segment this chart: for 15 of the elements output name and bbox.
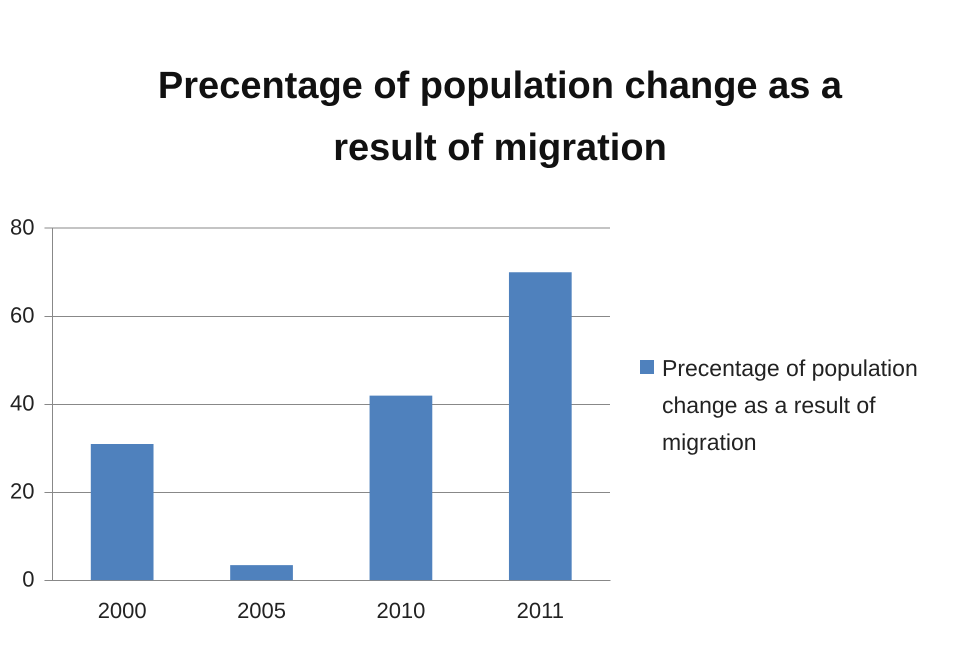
x-tick-label: 2005 [237,598,286,623]
legend-label: Precentage of population change as a result of migration [662,354,919,457]
y-tick-label: 0 [22,566,34,592]
bar [90,444,154,580]
chart-title: Precentage of population change as a result of migration [156,64,844,171]
x-tick-label: 2000 [98,598,147,623]
x-tick-label: 2010 [376,598,426,623]
y-tick-label: 40 [10,390,34,416]
y-tick-label: 80 [10,214,34,240]
y-tick-label: 60 [10,302,34,328]
x-tick-label: 2011 [516,598,564,623]
bar [508,272,572,580]
bar [230,565,293,580]
bar [370,396,432,580]
y-tick-label: 20 [10,478,34,504]
